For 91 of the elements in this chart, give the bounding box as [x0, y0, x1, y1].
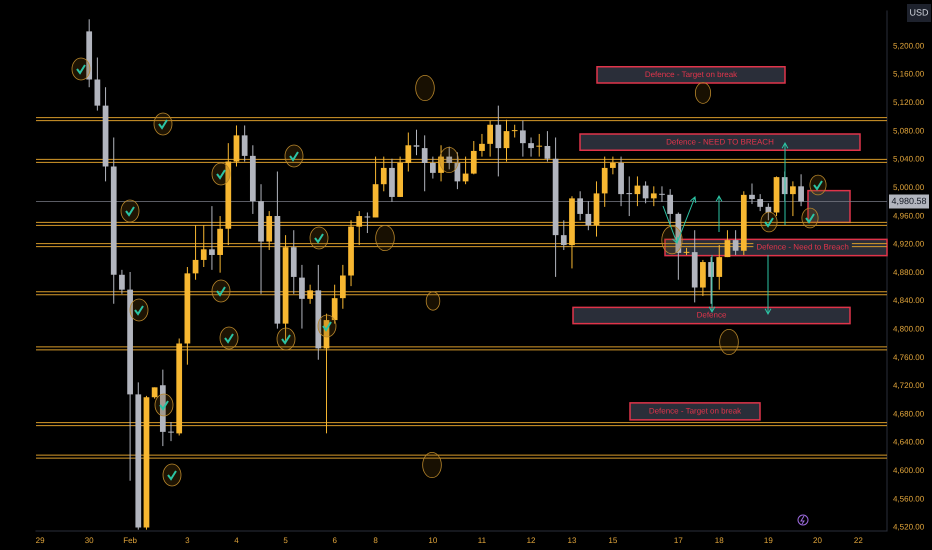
- band-label: Defence - Target on break: [644, 70, 738, 80]
- candlestick: [422, 134, 428, 192]
- band-label: Defence: [696, 310, 727, 320]
- candlestick: [634, 176, 640, 207]
- candlestick: [168, 422, 174, 442]
- candlestick: [192, 224, 198, 280]
- candlestick: [577, 190, 584, 221]
- candlestick: [364, 212, 370, 234]
- x-tick-label: 15: [608, 536, 618, 546]
- x-tick-label: 3: [185, 536, 190, 546]
- y-tick-label: 5,080.00: [893, 126, 925, 136]
- candlestick: [479, 133, 485, 158]
- candlestick: [454, 152, 460, 190]
- candlestick: [798, 174, 804, 207]
- y-tick-label: 4,760.00: [893, 352, 925, 362]
- candlestick: [716, 244, 722, 290]
- y-tick-label: 5,200.00: [893, 41, 925, 50]
- y-tick-label: 5,040.00: [893, 154, 925, 164]
- candlestick: [560, 220, 567, 251]
- candlestick: [299, 264, 305, 330]
- candlestick: [462, 156, 468, 185]
- x-tick-label: 22: [854, 536, 864, 546]
- candlestick: [512, 124, 518, 138]
- candlestick: [332, 284, 338, 324]
- ref-line-label: 4,980.58: [891, 196, 927, 206]
- x-tick-label: 29: [36, 536, 46, 546]
- candlestick: [119, 269, 125, 294]
- candlestick: [667, 188, 674, 224]
- candlestick: [650, 186, 657, 207]
- candlestick: [504, 119, 510, 162]
- candlestick: [446, 146, 452, 170]
- candlestick: [438, 144, 444, 182]
- candlestick: [209, 206, 215, 270]
- x-tick-label: 20: [812, 536, 822, 546]
- x-tick-label: 19: [764, 536, 774, 546]
- x-tick-label: 17: [674, 536, 684, 546]
- x-tick-label: 13: [568, 536, 577, 546]
- candlestick: [307, 284, 313, 304]
- y-tick-label: 4,840.00: [893, 296, 925, 306]
- candlestick: [520, 120, 526, 158]
- x-tick-label: 11: [478, 536, 487, 546]
- y-tick-label: 4,960.00: [893, 211, 925, 220]
- x-tick-label: Feb: [123, 536, 138, 546]
- candlestick: [405, 132, 412, 172]
- y-tick-label: 4,680.00: [893, 409, 925, 418]
- y-tick-label: 4,600.00: [893, 466, 925, 476]
- y-tick-label: 5,160.00: [893, 70, 925, 79]
- y-tick-label: 4,920.00: [893, 240, 925, 249]
- candlestick: [642, 180, 648, 204]
- y-tick-label: 4,520.00: [893, 522, 925, 532]
- candlestick: [200, 224, 207, 268]
- candlestick: [757, 194, 764, 212]
- x-tick-label: 12: [526, 536, 536, 546]
- candlestick: [242, 124, 248, 162]
- candlestick: [470, 140, 477, 175]
- candlestick: [610, 156, 616, 175]
- x-tick-label: 6: [332, 536, 338, 546]
- x-tick-label: 18: [714, 536, 724, 546]
- x-tick-label: 8: [373, 536, 378, 546]
- y-tick-label: 4,800.00: [893, 324, 925, 334]
- candlestick: [380, 156, 387, 192]
- candlestick: [659, 186, 665, 202]
- y-tick-label: 4,560.00: [893, 494, 925, 504]
- candlestick: [544, 130, 550, 162]
- candlestick: [765, 202, 772, 221]
- y-tick-label: 5,120.00: [893, 98, 925, 108]
- band-label: Defence - Target on break: [648, 406, 742, 416]
- candlestick: [495, 105, 502, 177]
- candlestick: [340, 264, 346, 310]
- band-label: Defence - Need to Breach: [756, 242, 849, 252]
- candlestick: [528, 136, 534, 158]
- y-tick-label: 5,000.00: [893, 182, 925, 192]
- candlestick: [790, 180, 796, 217]
- candlestick: [732, 230, 738, 256]
- candlestick: [430, 156, 436, 180]
- x-tick-label: 30: [84, 536, 94, 546]
- y-tick-label: 4,720.00: [893, 381, 925, 390]
- y-tick-label: 4,880.00: [893, 268, 925, 277]
- candlestick: [585, 200, 592, 231]
- candlestick: [626, 176, 632, 217]
- candlestick: [536, 133, 542, 158]
- band-label: Defence - NEED TO BREACH: [666, 137, 774, 146]
- y-axis-title: USD: [909, 7, 929, 18]
- candlestick: [356, 210, 362, 246]
- y-tick-label: 4,640.00: [893, 438, 925, 447]
- candlestick: [724, 230, 730, 258]
- candlestick: [749, 182, 755, 205]
- x-tick-label: 10: [428, 536, 438, 546]
- candlestick: [487, 120, 494, 158]
- x-tick-label: 5: [283, 536, 288, 546]
- x-tick-label: 4: [234, 536, 240, 546]
